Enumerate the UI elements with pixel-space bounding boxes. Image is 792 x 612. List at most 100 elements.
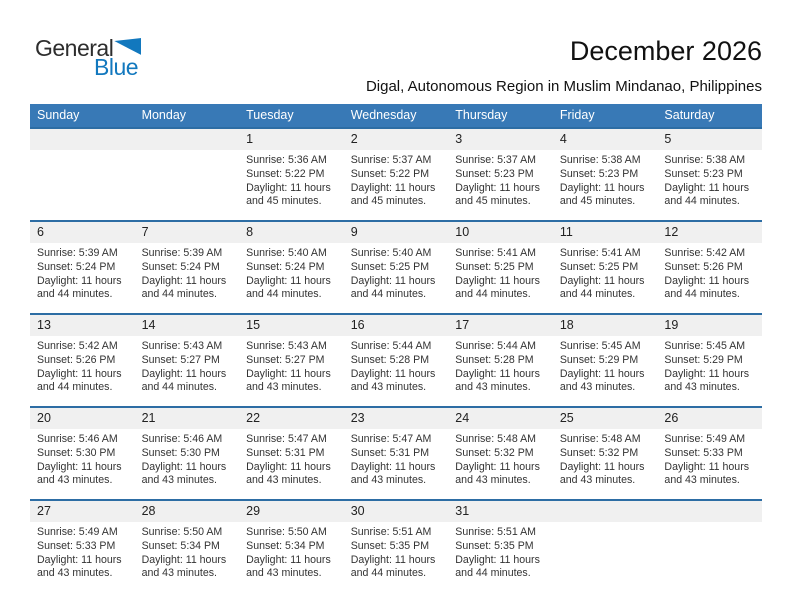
day-number: 25	[552, 408, 658, 429]
daylight-line2-text: and 45 minutes.	[455, 195, 531, 208]
sunset-text: Sunset: 5:30 PM	[37, 446, 116, 459]
day-number: 16	[343, 315, 449, 336]
day-details: Sunrise: 5:46 AM Sunset: 5:30 PM Daylight:…	[135, 429, 240, 488]
day-number: 30	[343, 501, 449, 522]
sunrise-text: Sunrise: 5:40 AM	[350, 247, 432, 259]
day-details: Sunrise: 5:49 AM Sunset: 5:33 PM Daylight:…	[657, 429, 762, 488]
daylight-line1-text: Daylight: 11 hours	[350, 367, 436, 380]
sunrise-text: Sunrise: 5:37 AM	[350, 154, 432, 166]
sunrise-text: Sunrise: 5:42 AM	[37, 340, 118, 352]
week-row-4: 20 Sunrise: 5:46 AM Sunset: 5:30 PM Dayligh…	[30, 406, 762, 499]
daylight-line1-text: Daylight: 11 hours	[37, 553, 122, 566]
calendar-table: Sunday Monday Tuesday Wednesday Thursday Frid…	[30, 104, 762, 592]
daylight-line2-text: and 44 minutes.	[246, 288, 322, 301]
sunrise-text: Sunrise: 5:43 AM	[246, 340, 327, 352]
day-details: Sunrise: 5:39 AM Sunset: 5:24 PM Daylight:…	[30, 243, 135, 302]
day-details: Sunrise: 5:49 AM Sunset: 5:33 PM Daylight:…	[30, 522, 135, 581]
daylight-line2-text: and 43 minutes.	[455, 381, 531, 394]
day-cell-20: 20 Sunrise: 5:46 AM Sunset: 5:30 PM Dayligh…	[30, 408, 135, 499]
day-cell-27: 27 Sunrise: 5:49 AM Sunset: 5:33 PM Dayligh…	[30, 501, 135, 592]
day-details: Sunrise: 5:37 AM Sunset: 5:23 PM Daylight:…	[448, 150, 553, 209]
day-number: 10	[448, 222, 553, 243]
day-number: 8	[239, 222, 344, 243]
sunrise-text: Sunrise: 5:39 AM	[141, 247, 223, 259]
daylight-line1-text: Daylight: 11 hours	[559, 460, 645, 473]
daylight-line1-text: Daylight: 11 hours	[664, 181, 750, 194]
weeks-container: 1 Sunrise: 5:36 AM Sunset: 5:22 PM Daylight…	[30, 127, 762, 592]
day-cell-4: 4 Sunrise: 5:38 AM Sunset: 5:23 PM Daylight…	[552, 129, 658, 220]
daylight-line2-text: and 43 minutes.	[37, 567, 113, 580]
daylight-line1-text: Daylight: 11 hours	[455, 460, 540, 473]
week-row-3: 13 Sunrise: 5:42 AM Sunset: 5:26 PM Dayligh…	[30, 313, 762, 406]
sunrise-text: Sunrise: 5:51 AM	[455, 526, 536, 538]
sunset-text: Sunset: 5:24 PM	[246, 260, 325, 273]
sunset-text: Sunset: 5:28 PM	[455, 353, 534, 366]
day-cell-12: 12 Sunrise: 5:42 AM Sunset: 5:26 PM Dayligh…	[657, 222, 762, 313]
daylight-line1-text: Daylight: 11 hours	[141, 274, 227, 287]
sunset-text: Sunset: 5:35 PM	[350, 539, 430, 552]
weekday-header-thursday: Thursday	[455, 108, 508, 122]
daylight-line2-text: and 43 minutes.	[559, 381, 636, 394]
day-number: 27	[30, 501, 135, 522]
sunset-text: Sunset: 5:24 PM	[141, 260, 220, 273]
day-cell-11: 11 Sunrise: 5:41 AM Sunset: 5:25 PM Dayligh…	[552, 222, 658, 313]
day-details: Sunrise: 5:50 AM Sunset: 5:34 PM Daylight:…	[239, 522, 344, 581]
logo-triangle-icon	[114, 38, 142, 55]
day-details: Sunrise: 5:38 AM Sunset: 5:23 PM Daylight:…	[657, 150, 762, 209]
day-number: 22	[239, 408, 344, 429]
daylight-line2-text: and 43 minutes.	[37, 474, 113, 487]
daylight-line2-text: and 44 minutes.	[350, 288, 427, 301]
day-cell-22: 22 Sunrise: 5:47 AM Sunset: 5:31 PM Dayligh…	[239, 408, 344, 499]
day-details: Sunrise: 5:48 AM Sunset: 5:32 PM Daylight:…	[448, 429, 553, 488]
day-cell-16: 16 Sunrise: 5:44 AM Sunset: 5:28 PM Dayligh…	[343, 315, 449, 406]
day-number: 3	[448, 129, 553, 150]
daylight-line1-text: Daylight: 11 hours	[664, 274, 750, 287]
sunrise-text: Sunrise: 5:48 AM	[455, 433, 536, 445]
sunrise-text: Sunrise: 5:42 AM	[664, 247, 746, 259]
sunrise-text: Sunrise: 5:46 AM	[37, 433, 118, 445]
daylight-line2-text: and 44 minutes.	[664, 195, 740, 208]
day-cell-3: 3 Sunrise: 5:37 AM Sunset: 5:23 PM Daylight…	[448, 129, 553, 220]
daylight-line1-text: Daylight: 11 hours	[664, 460, 750, 473]
day-number: 1	[239, 129, 344, 150]
day-number: 31	[448, 501, 553, 522]
daylight-line2-text: and 45 minutes.	[246, 195, 322, 208]
daylight-line1-text: Daylight: 11 hours	[246, 181, 331, 194]
daylight-line2-text: and 43 minutes.	[141, 474, 217, 487]
daylight-line1-text: Daylight: 11 hours	[37, 274, 122, 287]
sunset-text: Sunset: 5:34 PM	[141, 539, 220, 552]
day-details: Sunrise: 5:45 AM Sunset: 5:29 PM Daylight:…	[657, 336, 762, 395]
sunset-text: Sunset: 5:29 PM	[559, 353, 639, 366]
day-details: Sunrise: 5:46 AM Sunset: 5:30 PM Daylight:…	[30, 429, 135, 488]
sunrise-text: Sunrise: 5:48 AM	[559, 433, 641, 445]
day-number: 14	[134, 315, 240, 336]
day-number	[552, 501, 658, 522]
general-blue-logo: General Blue	[35, 37, 185, 79]
sunset-text: Sunset: 5:22 PM	[350, 167, 430, 180]
location-subtitle: Digal, Autonomous Region in Muslim Minda…	[365, 78, 762, 95]
daylight-line1-text: Daylight: 11 hours	[350, 274, 436, 287]
daylight-line2-text: and 44 minutes.	[37, 381, 113, 394]
sunset-text: Sunset: 5:25 PM	[350, 260, 430, 273]
sunset-text: Sunset: 5:34 PM	[246, 539, 325, 552]
day-cell-19: 19 Sunrise: 5:45 AM Sunset: 5:29 PM Dayligh…	[657, 315, 762, 406]
weekday-header-row: Sunday Monday Tuesday Wednesday Thursday Frid…	[30, 104, 762, 127]
sunrise-text: Sunrise: 5:45 AM	[559, 340, 641, 352]
day-cell-21: 21 Sunrise: 5:46 AM Sunset: 5:30 PM Dayligh…	[134, 408, 240, 499]
sunset-text: Sunset: 5:32 PM	[559, 446, 639, 459]
day-number: 18	[552, 315, 658, 336]
day-number: 23	[343, 408, 449, 429]
day-number	[134, 129, 240, 150]
sunrise-text: Sunrise: 5:41 AM	[559, 247, 641, 259]
sunset-text: Sunset: 5:25 PM	[455, 260, 534, 273]
sunset-text: Sunset: 5:33 PM	[37, 539, 116, 552]
day-details: Sunrise: 5:39 AM Sunset: 5:24 PM Daylight:…	[135, 243, 240, 302]
day-details: Sunrise: 5:47 AM Sunset: 5:31 PM Daylight:…	[239, 429, 344, 488]
day-cell-25: 25 Sunrise: 5:48 AM Sunset: 5:32 PM Dayligh…	[552, 408, 658, 499]
sunrise-text: Sunrise: 5:44 AM	[350, 340, 432, 352]
daylight-line2-text: and 43 minutes.	[246, 474, 322, 487]
sunrise-text: Sunrise: 5:50 AM	[246, 526, 327, 538]
day-details: Sunrise: 5:41 AM Sunset: 5:25 PM Daylight:…	[448, 243, 553, 302]
page-title: December 2026	[569, 36, 762, 66]
daylight-line2-text: and 43 minutes.	[455, 474, 531, 487]
